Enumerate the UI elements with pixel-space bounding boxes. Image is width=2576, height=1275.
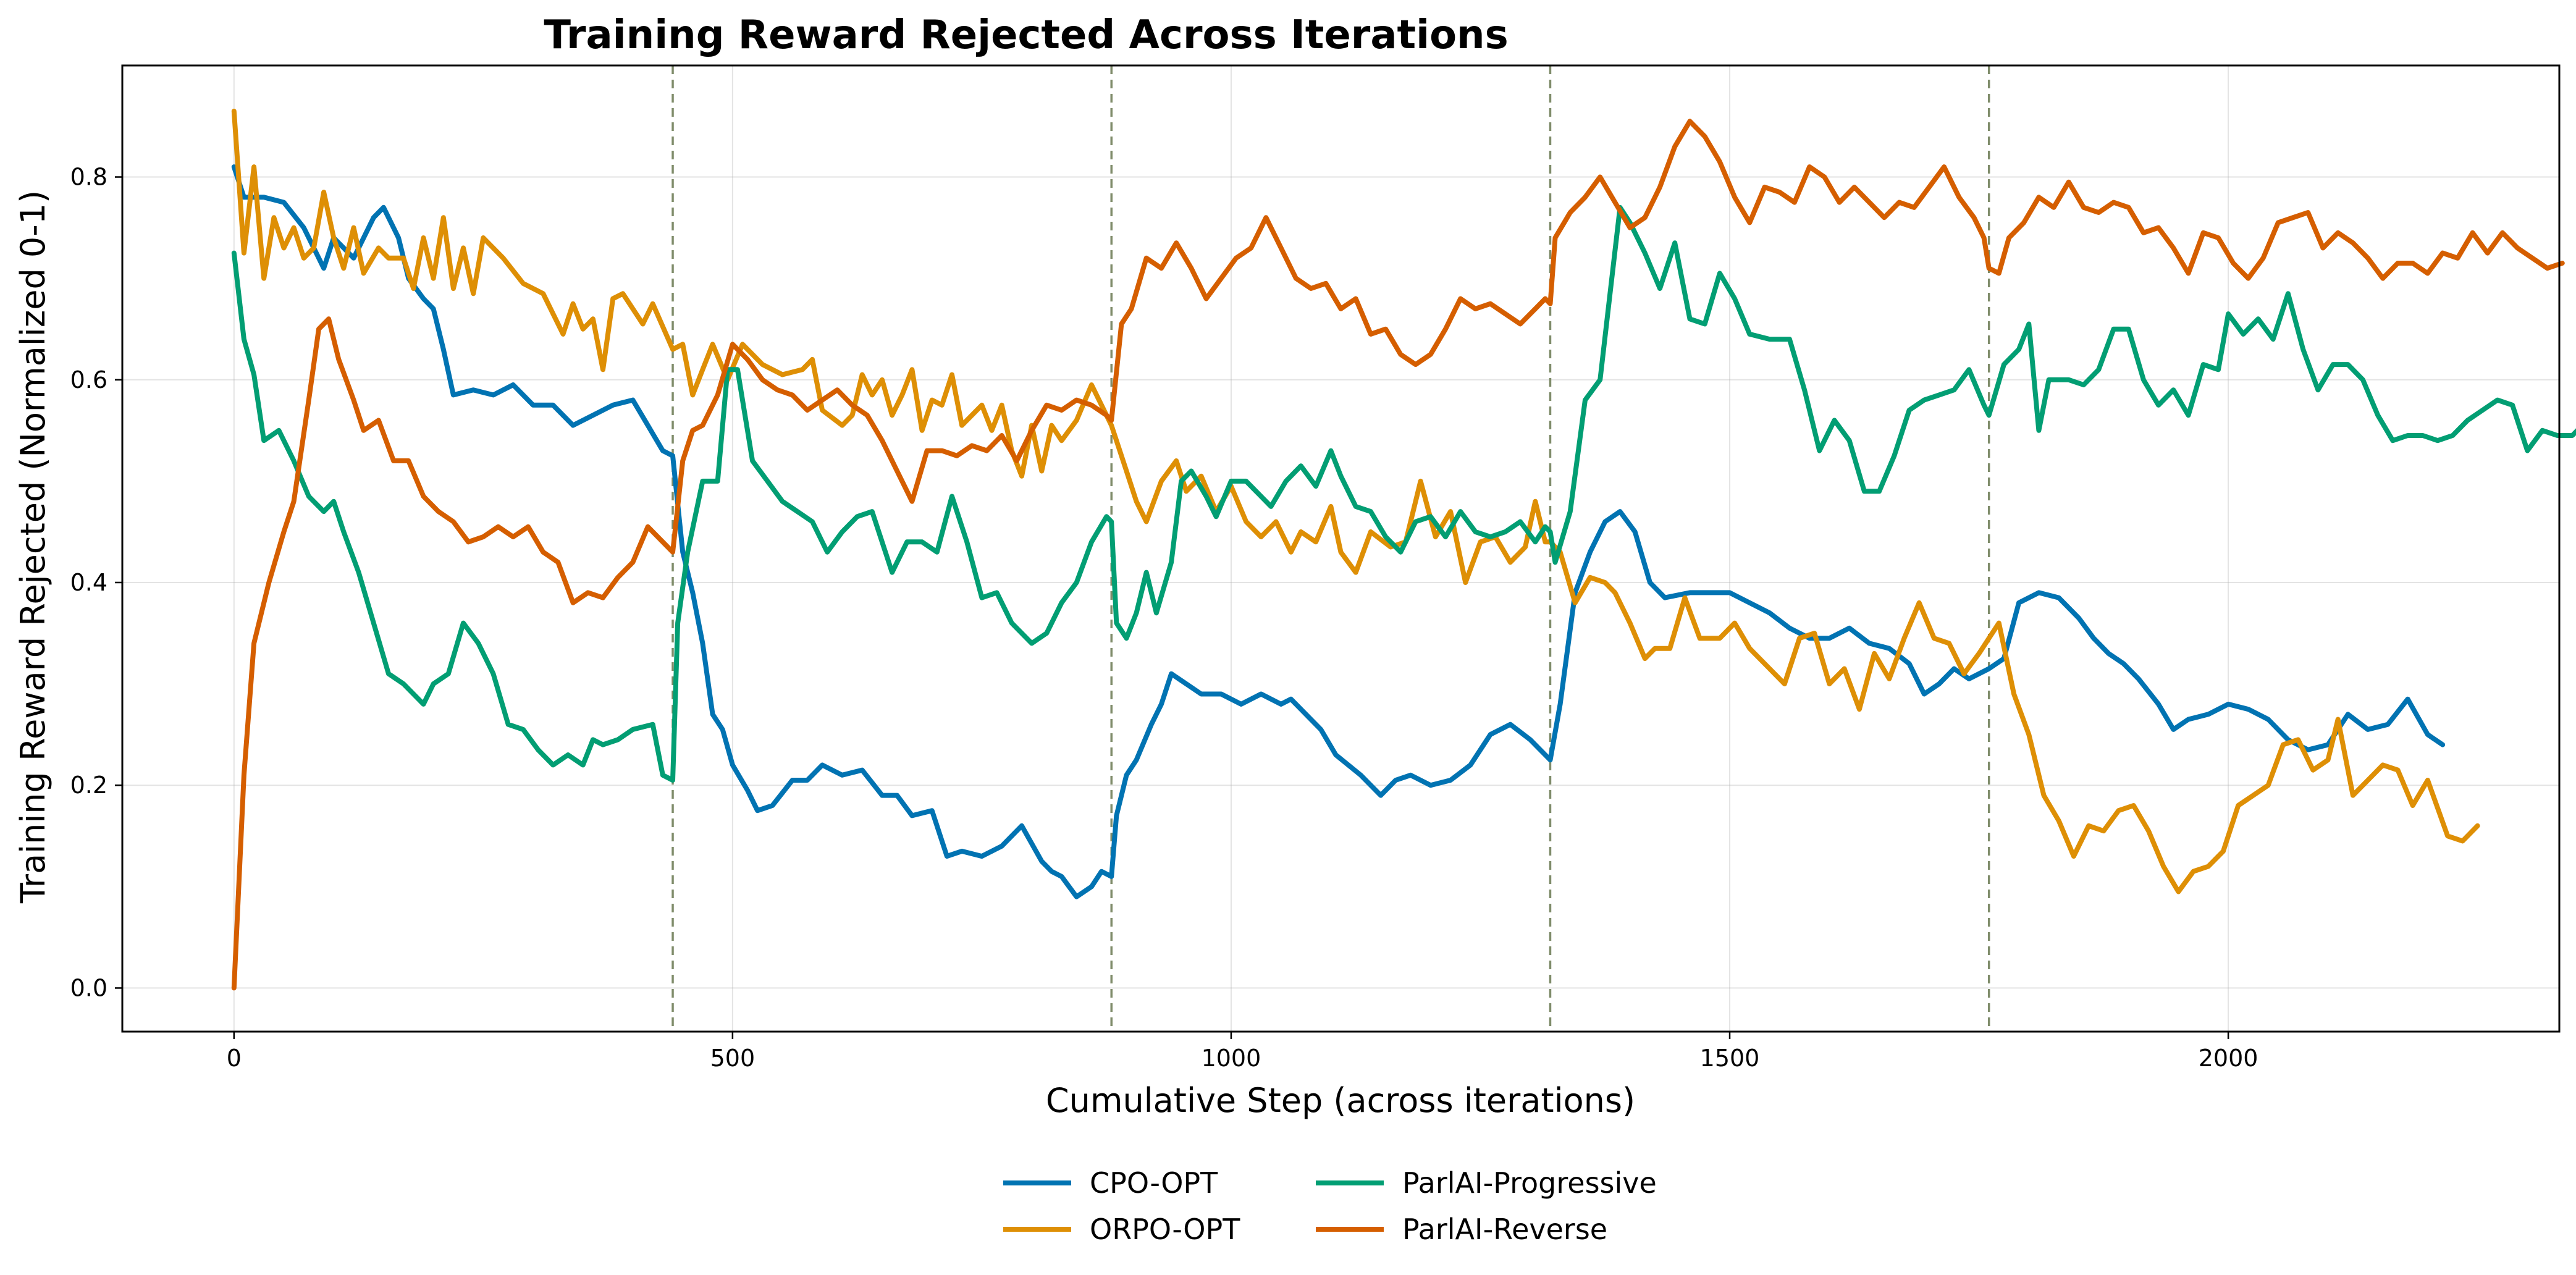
y-axis-label: Training Reward Rejected (Normalized 0-1…	[14, 190, 53, 904]
x-tick-label: 1000	[1202, 1045, 1261, 1072]
y-axis-ticks: 0.0 0.2 0.4 0.6 0.8	[70, 164, 122, 1001]
y-tick-label: 0.0	[70, 974, 107, 1001]
legend-label-orpo-opt: ORPO-OPT	[1090, 1213, 1240, 1246]
y-tick-label: 0.8	[70, 164, 107, 191]
y-tick-label: 0.4	[70, 569, 107, 596]
series-line-parlai-reverse	[231, 119, 2565, 991]
legend-label-cpo-opt: CPO-OPT	[1090, 1166, 1218, 1200]
x-axis-ticks: 0 500 1000 1500 2000	[227, 1032, 2258, 1072]
legend-label-parlai-reverse: ParlAI-Reverse	[1402, 1213, 1607, 1246]
x-tick-label: 0	[227, 1045, 242, 1072]
chart-title: Training Reward Rejected Across Iteratio…	[544, 12, 1508, 58]
x-tick-label: 500	[710, 1045, 756, 1072]
legend-label-parlai-progressive: ParlAI-Progressive	[1402, 1166, 1657, 1200]
series-line-orpo-opt	[231, 108, 2480, 894]
y-tick-label: 0.2	[70, 772, 107, 799]
grid-lines	[122, 65, 2559, 1032]
x-tick-label: 1500	[1700, 1045, 1760, 1072]
y-tick-label: 0.6	[70, 366, 107, 393]
legend: CPO-OPT ORPO-OPT ParlAI-Progressive ParlAI-…	[1003, 1166, 1657, 1246]
x-tick-label: 2000	[2199, 1045, 2258, 1072]
series-line-parlai-progressive	[231, 204, 2576, 783]
series-lines	[231, 108, 2576, 991]
plot-frame	[121, 64, 2561, 1033]
iteration-boundaries	[671, 65, 1990, 1032]
x-axis-label: Cumulative Step (across iterations)	[1046, 1081, 1635, 1120]
series-line-cpo-opt	[231, 164, 2446, 899]
